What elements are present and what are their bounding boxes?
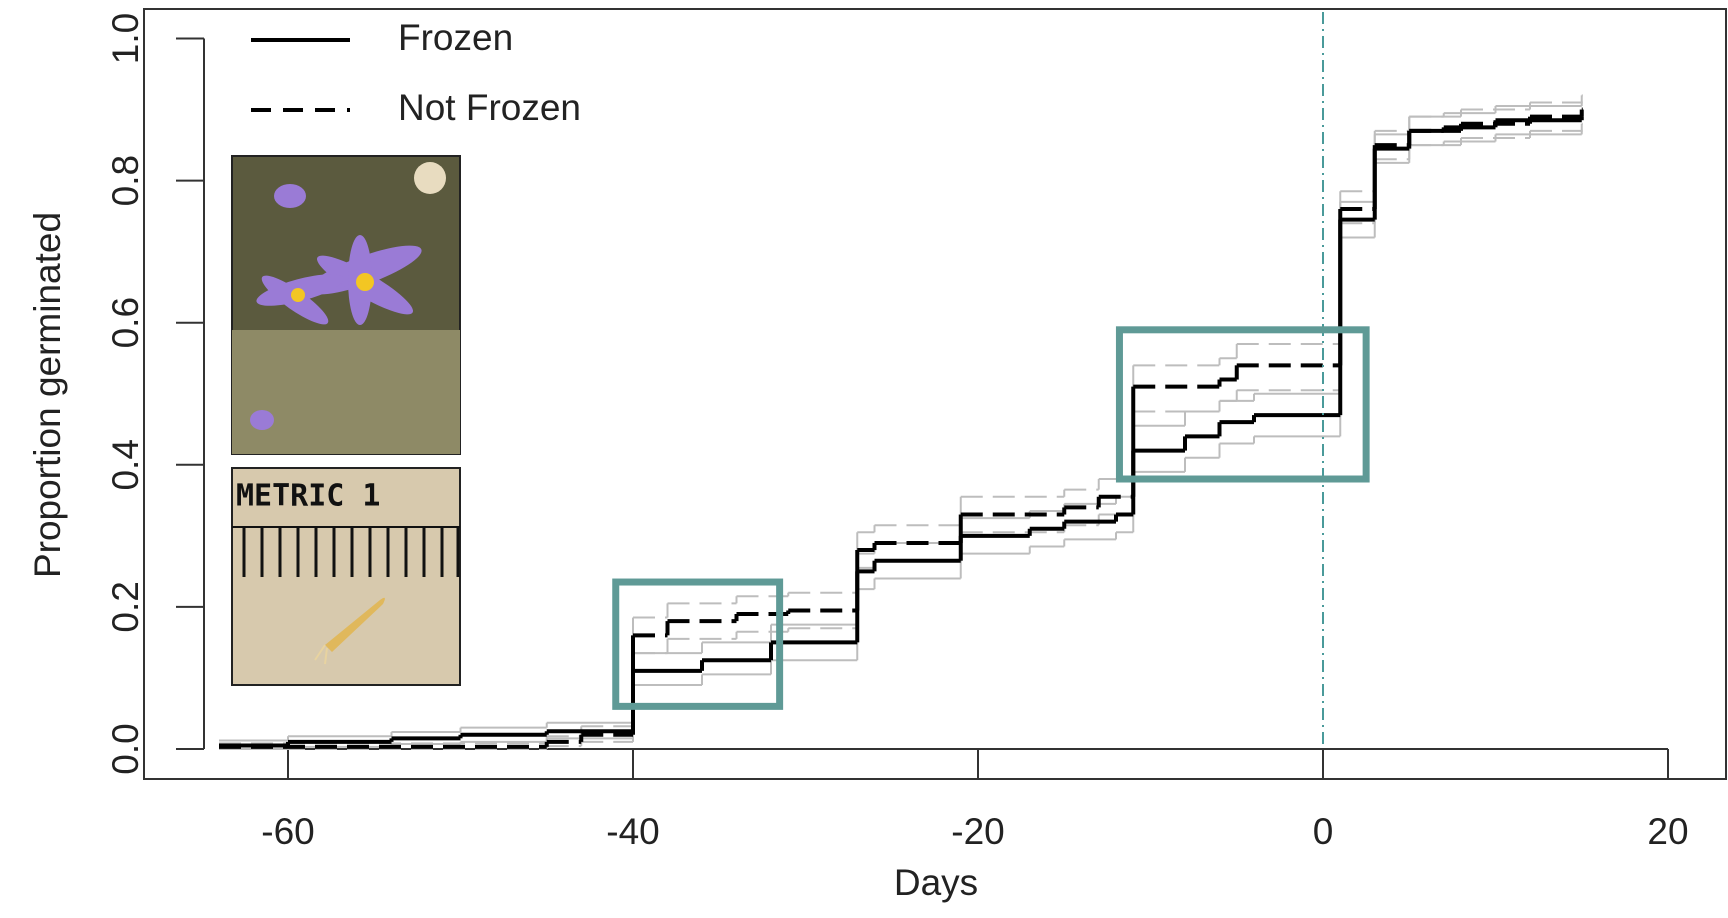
highlight-box xyxy=(1115,326,1370,483)
seedhead xyxy=(414,162,446,194)
y-tick-label: 0.8 xyxy=(105,155,146,206)
seed-photo: METRIC 1 xyxy=(231,467,461,686)
x-tick-label: 20 xyxy=(1647,811,1688,852)
y-axis-title: Proportion germinated xyxy=(27,212,68,578)
x-tick-label: -20 xyxy=(951,811,1004,852)
y-tick-label: 0.2 xyxy=(105,581,146,632)
flower-center xyxy=(291,288,305,302)
photo-ground xyxy=(232,330,460,454)
flower-photo xyxy=(231,155,461,455)
legend-label: Not Frozen xyxy=(398,87,581,128)
y-tick-label: 0.4 xyxy=(105,439,146,490)
legend-label: Frozen xyxy=(398,17,513,58)
y-tick-label: 0.6 xyxy=(105,297,146,348)
y-tick-label: 1.0 xyxy=(105,13,146,64)
petals xyxy=(250,184,422,430)
x-tick-label: -40 xyxy=(606,811,659,852)
x-tick-label: -60 xyxy=(261,811,314,852)
y-tick-label: 0.0 xyxy=(105,723,146,774)
ruler-print: METRIC 1 xyxy=(236,479,381,514)
photo-frame xyxy=(231,467,461,686)
plot-box xyxy=(143,8,1727,780)
flower-center xyxy=(356,273,374,291)
x-tick-label: 0 xyxy=(1313,811,1334,852)
ruler-ticks xyxy=(242,527,460,577)
seed-pappus xyxy=(314,644,328,665)
highlight-box xyxy=(612,578,784,710)
seed xyxy=(325,597,385,652)
x-axis-title: Days xyxy=(894,862,978,903)
